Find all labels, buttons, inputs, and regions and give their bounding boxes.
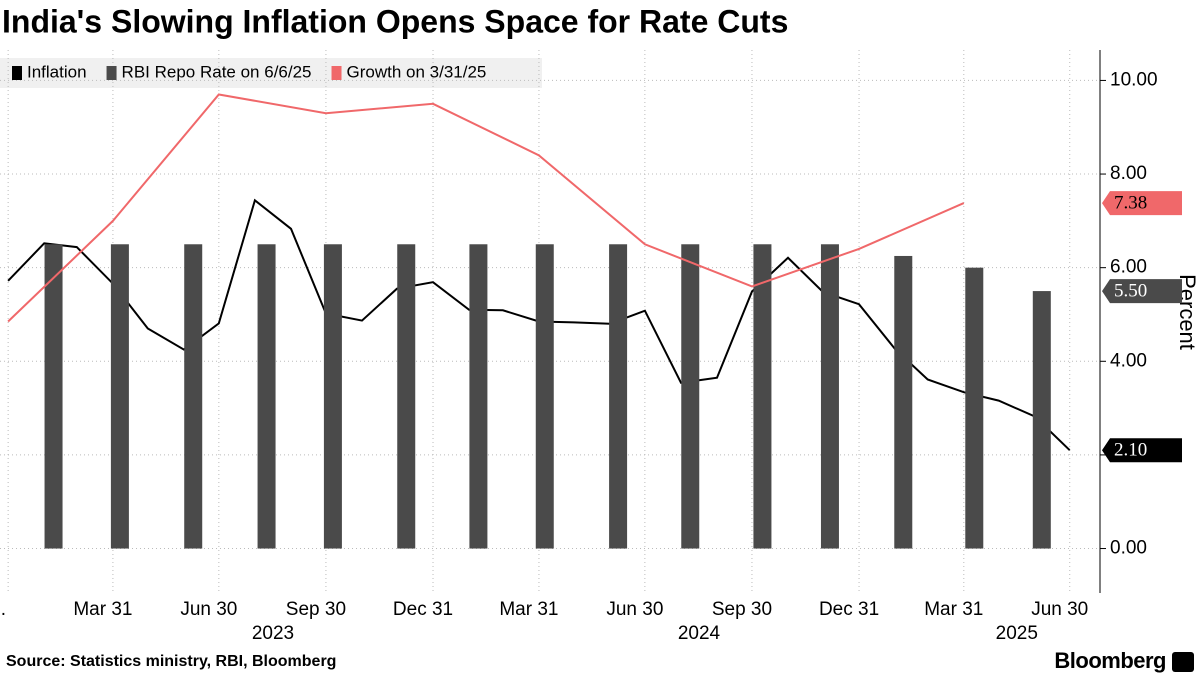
legend-swatch <box>106 66 117 80</box>
bar <box>469 244 488 549</box>
source: Source: Statistics ministry, RBI, Bloomb… <box>6 653 336 670</box>
x-tick-label: ... <box>0 599 6 620</box>
x-tick-label: Jun 30 <box>606 599 663 620</box>
bar <box>681 244 700 549</box>
x-tick-label: Sep 30 <box>712 599 772 620</box>
x-year-label: 2024 <box>678 623 721 644</box>
bar <box>323 244 342 549</box>
bar <box>257 244 276 549</box>
x-year-label: 2025 <box>996 623 1038 644</box>
legend-label: RBI Repo Rate on 6/6/25 <box>122 62 312 81</box>
x-tick-label: Jun 30 <box>180 599 237 620</box>
y-tick-label: 10.00 <box>1110 69 1158 90</box>
bar <box>1032 291 1051 549</box>
legend-swatch <box>331 66 342 80</box>
y-tick-label: 8.00 <box>1110 163 1147 184</box>
bar <box>184 244 203 549</box>
brand-icon <box>1172 652 1194 672</box>
y-tick-label: 0.00 <box>1110 538 1147 559</box>
bar <box>609 244 628 549</box>
chart-title: India's Slowing Inflation Opens Space fo… <box>2 3 788 39</box>
bar <box>820 244 839 549</box>
bar <box>894 255 913 549</box>
legend-swatch <box>12 66 22 80</box>
plot-area <box>0 50 1100 593</box>
legend-box <box>0 58 542 88</box>
bar <box>535 244 554 549</box>
brand: Bloomberg <box>1054 648 1166 673</box>
x-tick-label: Mar 31 <box>499 599 558 620</box>
x-year-label: 2023 <box>252 623 294 644</box>
x-tick-label: Mar 31 <box>924 599 983 620</box>
value-badge <box>1102 438 1182 463</box>
y-tick-label: 6.00 <box>1110 257 1147 278</box>
value-label: 2.10 <box>1114 440 1147 461</box>
bar <box>965 267 984 549</box>
x-tick-label: Sep 30 <box>286 599 346 620</box>
value-label: 7.38 <box>1114 192 1147 213</box>
bar <box>397 244 416 549</box>
x-tick-label: Jun 30 <box>1031 599 1088 620</box>
bar <box>110 244 129 549</box>
bar <box>44 244 63 549</box>
y-tick-label: 4.00 <box>1110 350 1147 371</box>
legend-label: Growth on 3/31/25 <box>347 62 487 81</box>
line <box>7 93 965 323</box>
x-tick-label: Dec 31 <box>393 599 453 620</box>
x-tick-label: Mar 31 <box>73 599 132 620</box>
value-badge <box>1102 191 1182 216</box>
x-tick-label: Dec 31 <box>819 599 879 620</box>
legend-label: Inflation <box>27 62 87 81</box>
bar <box>753 244 772 549</box>
value-badge <box>1102 279 1182 304</box>
value-label: 5.50 <box>1114 280 1147 301</box>
